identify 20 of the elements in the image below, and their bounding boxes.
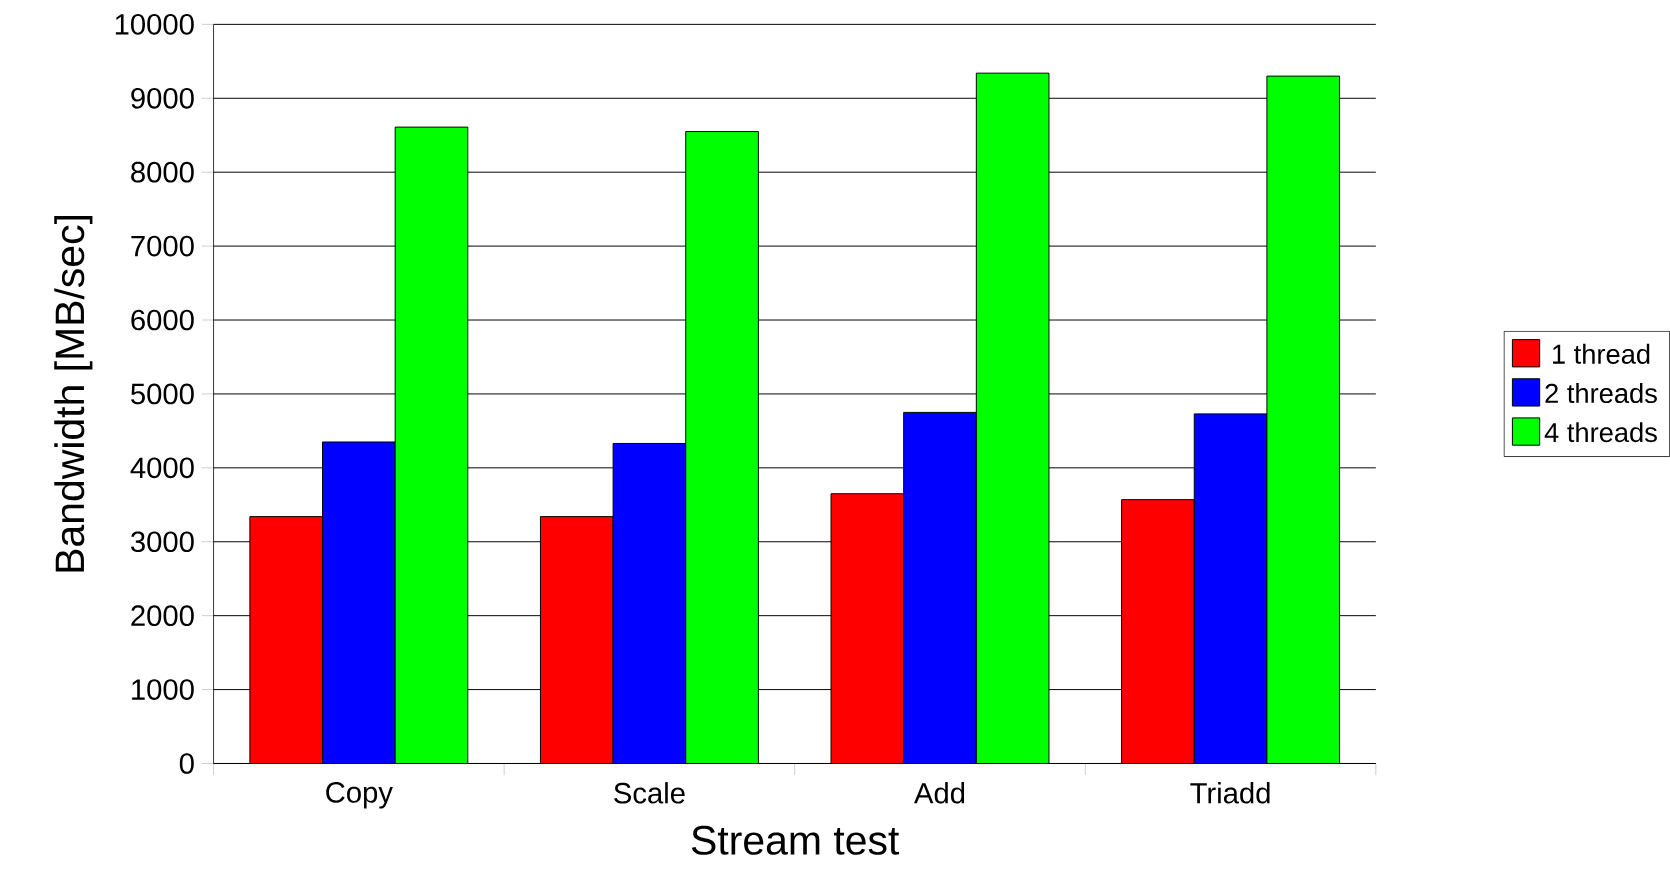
x-tick-label: Add	[914, 781, 965, 804]
y-tick-label: 9000	[131, 87, 194, 109]
legend-label: 1 thread	[1552, 343, 1650, 364]
y-tick-label: 6000	[131, 309, 194, 331]
y-tick-label: 1000	[132, 679, 194, 700]
x-tick-label: Scale	[614, 781, 685, 804]
y-axis-title: Bandwidth [MB/sec]	[54, 215, 93, 572]
x-tick-label: Triadd	[1190, 781, 1270, 804]
y-tick-label: 4000	[130, 457, 194, 479]
y-tick-label: 10000	[115, 13, 194, 35]
y-tick-label: 5000	[131, 383, 194, 405]
y-tick-label: 7000	[131, 235, 194, 257]
legend-label: 2 threads	[1545, 382, 1657, 403]
y-tick-label: 8000	[131, 161, 194, 183]
y-tick-label: 0	[179, 752, 194, 774]
x-tick-label: Copy	[326, 781, 393, 809]
y-tick-label: 3000	[130, 531, 194, 552]
y-tick-label: 2000	[131, 605, 194, 626]
x-axis-title: Stream test	[691, 825, 900, 855]
legend-label: 4 threads	[1544, 421, 1657, 443]
